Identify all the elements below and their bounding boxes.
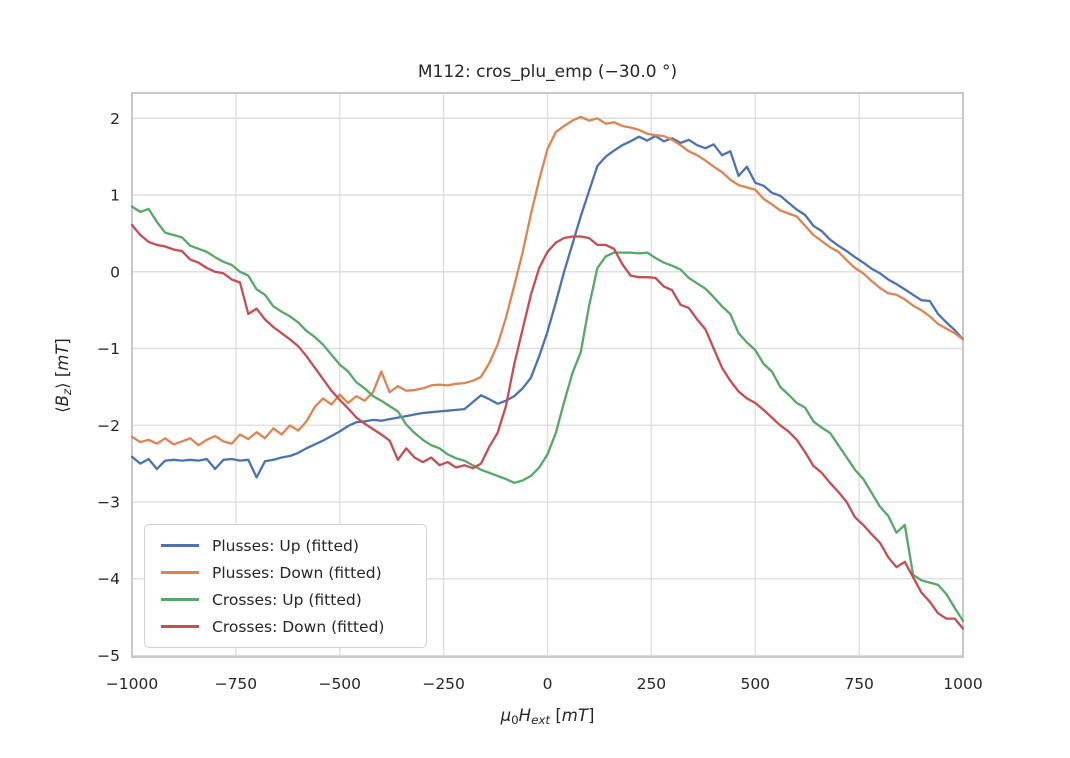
chart-title: M112: cros_plu_emp (−30.0 °) (417, 62, 678, 82)
y-tick-label: −4 (97, 570, 120, 588)
y-tick-label: −3 (97, 493, 120, 511)
legend-label: Crosses: Down (fitted) (212, 617, 385, 636)
series-line-3 (131, 223, 964, 630)
y-tick-label: −2 (97, 417, 120, 435)
y-axis-label-text: ⟨Bz⟩ [mT] (52, 337, 74, 413)
legend-label: Plusses: Up (fitted) (212, 536, 359, 555)
x-tick-label: −500 (318, 675, 361, 693)
legend-label: Plusses: Down (fitted) (212, 563, 382, 582)
plot-frame (131, 92, 964, 658)
y-axis-label: ⟨Bz⟩ [mT] (40, 93, 84, 657)
legend-item: Plusses: Up (fitted) (161, 533, 416, 559)
legend-item: Plusses: Down (fitted) (161, 560, 416, 586)
series-line-1 (131, 115, 964, 447)
x-tick-label: −1000 (106, 675, 158, 693)
x-tick-label: 750 (844, 675, 874, 693)
legend-item: Crosses: Down (fitted) (161, 614, 416, 640)
legend: Plusses: Up (fitted) Plusses: Down (fitt… (144, 524, 427, 648)
series-line-2 (131, 205, 964, 623)
y-tick-label: −5 (97, 647, 120, 665)
legend-line-icon (161, 544, 199, 547)
legend-line-icon (161, 571, 199, 574)
y-tick-label: 0 (110, 263, 120, 281)
x-axis-label: μ0Hext [mT] (500, 706, 595, 727)
legend-label: Crosses: Up (fitted) (212, 590, 362, 609)
x-tick-label: 250 (637, 675, 667, 693)
legend-item: Crosses: Up (fitted) (161, 587, 416, 613)
y-tick-label: 2 (110, 110, 120, 128)
x-tick-label: −750 (215, 675, 258, 693)
x-tick-label: −250 (422, 675, 465, 693)
legend-line-icon (161, 598, 199, 601)
x-tick-label: 1000 (943, 675, 982, 693)
x-tick-label: 500 (740, 675, 770, 693)
y-tick-label: 1 (110, 187, 120, 205)
x-tick-label: 0 (543, 675, 553, 693)
series-line-0 (131, 134, 964, 479)
y-tick-label: −1 (97, 340, 120, 358)
legend-line-icon (161, 625, 199, 628)
